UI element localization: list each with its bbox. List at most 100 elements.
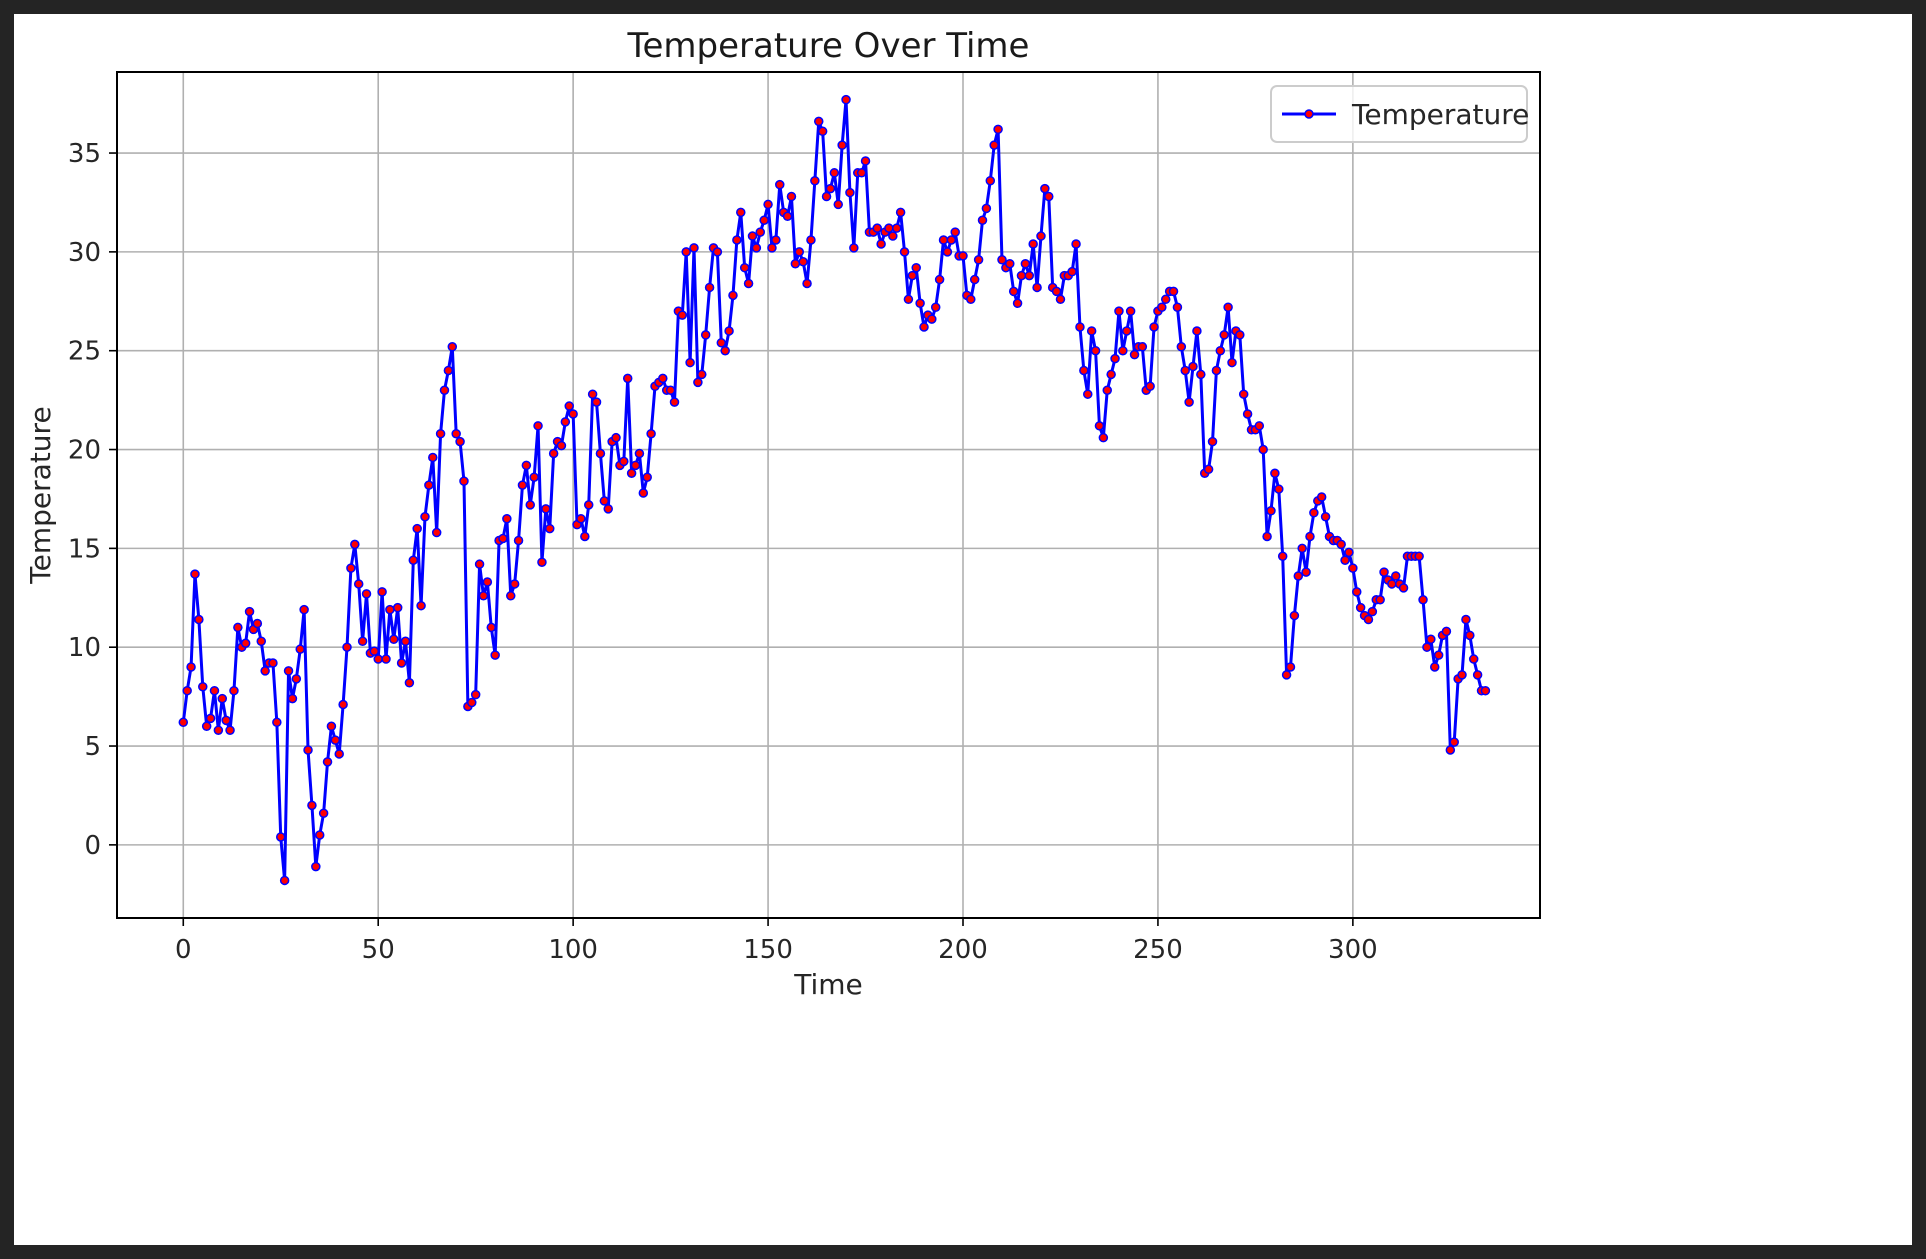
data-point — [1235, 330, 1245, 340]
data-point — [728, 290, 738, 301]
data-point — [622, 373, 633, 384]
data-point — [198, 681, 208, 692]
data-point — [431, 527, 442, 538]
data-point — [381, 654, 391, 664]
data-point — [755, 227, 766, 237]
data-point — [190, 569, 200, 579]
data-point — [806, 235, 816, 245]
data-point — [1180, 365, 1190, 376]
data-point — [1075, 322, 1085, 332]
data-point — [556, 440, 567, 451]
data-point — [346, 563, 356, 573]
data-point — [817, 126, 828, 137]
data-point — [1480, 685, 1491, 696]
data-point — [1168, 286, 1179, 297]
data-point — [919, 322, 929, 332]
data-point — [509, 579, 520, 589]
data-point — [1457, 670, 1467, 680]
data-point — [1157, 302, 1167, 312]
data-point — [361, 589, 372, 599]
data-point — [396, 658, 407, 668]
legend-box — [1270, 85, 1528, 143]
data-point — [1270, 468, 1280, 479]
data-point — [459, 476, 469, 486]
data-point — [209, 685, 220, 696]
data-point — [1215, 345, 1226, 356]
data-point — [412, 523, 422, 534]
data-point — [502, 513, 512, 524]
data-point — [736, 207, 746, 218]
data-point — [408, 555, 419, 565]
data-point — [771, 235, 781, 245]
data-point — [186, 662, 196, 672]
data-point — [350, 539, 360, 550]
data-point — [942, 247, 953, 257]
data-point — [213, 725, 224, 735]
y-axis-label: Temperature — [24, 406, 57, 584]
data-point — [537, 557, 547, 567]
data-point — [907, 270, 918, 281]
data-point — [470, 689, 481, 700]
data-point — [1472, 670, 1483, 680]
data-point — [272, 717, 282, 728]
data-point — [225, 725, 235, 735]
data-point — [1184, 397, 1194, 407]
data-point — [451, 428, 461, 439]
y-tick-label: 25 — [68, 337, 101, 367]
data-point — [580, 531, 590, 542]
data-point — [385, 604, 395, 615]
data-point — [1305, 531, 1315, 542]
data-point — [525, 500, 535, 510]
data-point — [794, 247, 805, 257]
data-point — [560, 417, 571, 427]
data-point — [934, 274, 945, 285]
data-point — [1266, 506, 1276, 516]
data-point — [330, 735, 341, 745]
x-axis-label: Time — [793, 968, 863, 1001]
data-point — [1348, 563, 1358, 573]
chart-title: Temperature Over Time — [627, 26, 1030, 66]
data-point — [233, 622, 243, 633]
data-point — [739, 262, 750, 273]
data-point — [658, 373, 668, 384]
data-point — [1367, 606, 1378, 617]
data-point — [927, 314, 937, 324]
data-point — [1149, 322, 1159, 332]
y-tick-label: 0 — [84, 831, 101, 861]
data-point — [899, 247, 910, 257]
axis-ticks: 0 50 100 150 200 250 300 0 5 10 15 20 25 30 35 — [68, 139, 1378, 965]
data-point — [856, 168, 867, 178]
data-point — [1465, 630, 1475, 641]
data-point — [837, 140, 847, 150]
data-point — [763, 199, 773, 210]
data-point — [498, 533, 508, 544]
data-point — [665, 385, 676, 395]
data-point — [634, 448, 645, 459]
data-point — [759, 215, 769, 225]
x-tick-label: 150 — [743, 935, 793, 965]
data-point — [1083, 389, 1093, 399]
data-point — [1028, 239, 1038, 249]
data-point — [1441, 626, 1452, 637]
data-point — [1160, 294, 1171, 305]
data-point — [1071, 239, 1081, 249]
data-point — [790, 258, 801, 269]
data-point — [447, 342, 458, 352]
data-point — [989, 140, 999, 150]
data-point — [357, 636, 368, 647]
data-point — [420, 511, 430, 522]
data-point — [1055, 294, 1066, 305]
data-point — [1219, 330, 1229, 340]
data-point — [1227, 357, 1237, 368]
data-point — [1079, 365, 1089, 376]
data-point — [973, 255, 984, 265]
data-point — [1426, 634, 1436, 645]
chart-figure: 0 50 100 150 200 250 300 0 5 10 15 20 25 30 35 Tempera… — [14, 14, 1912, 1245]
data-layer — [178, 94, 1491, 886]
data-point — [564, 401, 574, 411]
data-point — [1391, 571, 1401, 581]
data-point — [1098, 432, 1109, 443]
data-point — [849, 243, 859, 253]
data-point — [1207, 436, 1218, 447]
data-point — [424, 480, 434, 490]
